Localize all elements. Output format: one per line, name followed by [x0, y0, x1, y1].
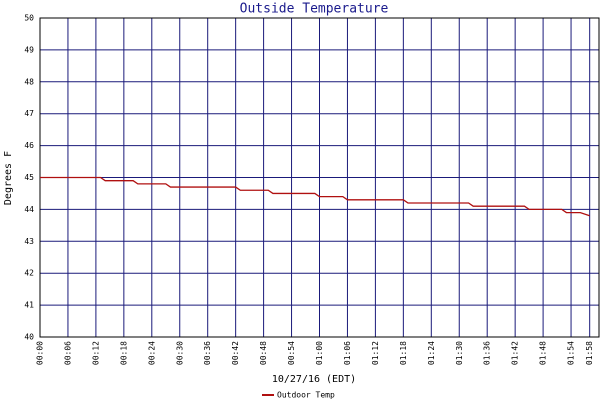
x-tick-label: 00:24 [147, 341, 156, 365]
x-tick-label: 01:58 [585, 341, 594, 365]
x-tick-label: 00:06 [63, 341, 72, 365]
x-tick-label: 01:06 [343, 341, 352, 365]
y-axis-title: Degrees F [3, 151, 14, 205]
y-tick-label: 42 [24, 269, 34, 278]
x-tick-label: 00:30 [175, 341, 184, 365]
y-tick-label: 40 [24, 333, 34, 342]
x-tick-label: 00:00 [36, 341, 45, 365]
data-line [40, 176, 590, 217]
x-tick-label: 00:54 [287, 341, 296, 365]
legend-label: Outdoor Temp [277, 391, 335, 400]
x-axis-title: 10/27/16 (EDT) [272, 374, 356, 385]
x-tick-label: 00:18 [119, 341, 128, 365]
y-tick-label: 41 [24, 301, 34, 310]
x-tick-label: 01:18 [399, 341, 408, 365]
y-tick-label: 45 [24, 173, 34, 182]
x-tick-label: 01:12 [371, 341, 380, 365]
x-tick-label: 00:36 [203, 341, 212, 365]
x-tick-label: 01:36 [483, 341, 492, 365]
x-tick-label: 00:42 [231, 341, 240, 365]
x-tick-label: 00:12 [91, 341, 100, 365]
y-tick-label: 49 [24, 45, 34, 54]
x-tick-label: 01:30 [455, 341, 464, 365]
x-tick-label: 01:24 [427, 341, 436, 365]
x-tick-label: 01:42 [511, 341, 520, 365]
y-tick-label: 50 [24, 14, 34, 23]
x-tick-label: 01:48 [539, 341, 548, 365]
x-tick-label: 01:00 [315, 341, 324, 365]
chart-title: Outside Temperature [240, 2, 389, 17]
y-tick-label: 44 [24, 205, 34, 214]
y-tick-label: 47 [24, 109, 34, 118]
y-tick-label: 46 [24, 141, 34, 150]
x-tick-label: 00:48 [259, 341, 268, 365]
x-tick-label: 01:54 [567, 341, 576, 365]
y-tick-label: 43 [24, 237, 34, 246]
y-tick-label: 48 [24, 77, 34, 86]
